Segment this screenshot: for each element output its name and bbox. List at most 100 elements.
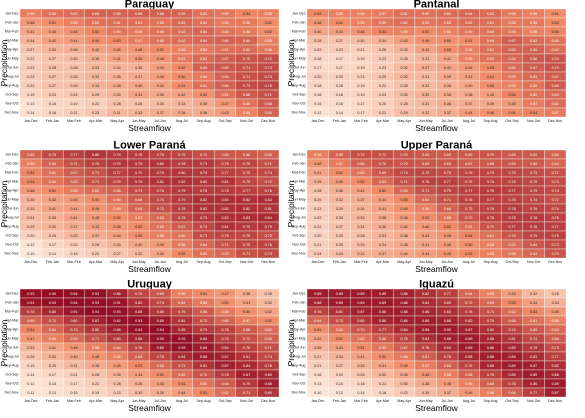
cell-value-label: 0.91 bbox=[27, 301, 34, 305]
cell-value-label: 0.48 bbox=[70, 30, 77, 34]
cell-value-label: 0.25 bbox=[357, 373, 364, 377]
cell-value-label: 0.47 bbox=[221, 102, 228, 106]
y-tick-label: Sep-Aug bbox=[292, 364, 306, 368]
cell-value-label: 0.66 bbox=[530, 48, 537, 52]
cell-value-label: 0.72 bbox=[265, 180, 272, 184]
cell-value-label: 0.58 bbox=[70, 189, 77, 193]
y-tick-label: Nov-Oct bbox=[5, 382, 18, 386]
cell-value-label: 0.45 bbox=[114, 364, 121, 368]
cell-value-label: 0.14 bbox=[357, 391, 364, 395]
cell-value-label: 0.36 bbox=[157, 391, 164, 395]
cell-value-label: 0.33 bbox=[114, 243, 121, 247]
cell-value-label: 0.18 bbox=[49, 111, 56, 115]
cell-value-label: 0.11 bbox=[27, 391, 34, 395]
y-tick-label: Jun-May bbox=[5, 57, 19, 61]
cell-value-label: 0.66 bbox=[221, 75, 228, 79]
cell-value-label: 0.13 bbox=[27, 102, 34, 106]
y-tick-label: Jan-Dec bbox=[292, 292, 306, 296]
cell-value-label: 0.40 bbox=[314, 30, 321, 34]
cell-value-label: 0.45 bbox=[70, 198, 77, 202]
cell-value-label: 0.89 bbox=[336, 292, 343, 296]
cell-value-label: 0.88 bbox=[487, 346, 494, 350]
cell-value-label: 0.21 bbox=[314, 243, 321, 247]
cell-value-label: 0.89 bbox=[465, 337, 472, 341]
cell-value-label: 0.10 bbox=[27, 252, 34, 256]
cell-value-label: 0.59 bbox=[422, 21, 429, 25]
cell-value-label: 0.60 bbox=[92, 21, 99, 25]
cell-value-label: 0.76 bbox=[157, 153, 164, 157]
y-tick-label: Jun-May bbox=[292, 337, 306, 341]
cell-value-label: 0.56 bbox=[530, 12, 537, 16]
cell-value-label: 0.75 bbox=[243, 180, 250, 184]
cell-value-label: 0.27 bbox=[49, 57, 56, 61]
cell-value-label: 0.63 bbox=[401, 189, 408, 193]
cell-value-label: 0.82 bbox=[178, 180, 185, 184]
cell-value-label: 0.80 bbox=[70, 319, 77, 323]
cell-value-label: 0.64 bbox=[465, 12, 472, 16]
cell-value-label: 0.74 bbox=[552, 207, 559, 211]
cell-value-label: 0.33 bbox=[379, 234, 386, 238]
cell-value-label: 0.63 bbox=[178, 21, 185, 25]
cell-value-label: 0.53 bbox=[314, 12, 321, 16]
cell-value-label: 0.73 bbox=[265, 252, 272, 256]
cell-value-label: 0.72 bbox=[465, 301, 472, 305]
cell-value-label: 0.41 bbox=[379, 364, 386, 368]
cell-value-label: 0.19 bbox=[357, 57, 364, 61]
cell-value-label: 0.94 bbox=[70, 301, 77, 305]
cell-value-label: 0.62 bbox=[508, 243, 515, 247]
cell-value-label: 0.51 bbox=[157, 373, 164, 377]
cell-value-label: 0.82 bbox=[465, 319, 472, 323]
cell-value-label: 0.84 bbox=[243, 364, 250, 368]
cell-value-label: 0.85 bbox=[49, 310, 56, 314]
y-tick-label: Oct-Sep bbox=[5, 93, 18, 97]
cell-value-label: 0.79 bbox=[135, 171, 142, 175]
x-tick-label: Jul-Jun bbox=[154, 119, 166, 123]
x-tick-label: May-Apr bbox=[397, 399, 411, 403]
x-tick-label: Mar-Feb bbox=[354, 119, 368, 123]
x-axis-title: Streamflow bbox=[128, 264, 171, 274]
cell-value-label: 0.45 bbox=[336, 180, 343, 184]
cell-value-label: 0.48 bbox=[444, 234, 451, 238]
cell-value-label: 0.43 bbox=[508, 292, 515, 296]
cell-value-label: 0.58 bbox=[221, 310, 228, 314]
cell-value-label: 0.56 bbox=[465, 382, 472, 386]
cell-value-label: 0.17 bbox=[49, 243, 56, 247]
x-tick-label: Aug-Jul bbox=[176, 399, 188, 403]
cell-value-label: 0.35 bbox=[135, 382, 142, 386]
y-tick-label: Dec-Nov bbox=[5, 111, 19, 115]
cell-value-label: 0.87 bbox=[92, 319, 99, 323]
cell-value-label: 0.72 bbox=[243, 337, 250, 341]
cell-value-label: 0.46 bbox=[27, 189, 34, 193]
x-tick-label: Jun-May bbox=[419, 399, 433, 403]
cell-value-label: 0.26 bbox=[379, 48, 386, 52]
y-axis-title: Precipitation bbox=[0, 180, 9, 227]
cell-value-label: 0.71 bbox=[70, 162, 77, 166]
panel-title: Iguazú bbox=[419, 279, 454, 291]
cell-value-label: 0.41 bbox=[114, 57, 121, 61]
cell-value-label: 0.93 bbox=[135, 328, 142, 332]
cell-value-label: 0.85 bbox=[178, 328, 185, 332]
cell-value-label: 0.43 bbox=[336, 346, 343, 350]
cell-value-label: 0.70 bbox=[487, 225, 494, 229]
cell-value-label: 0.73 bbox=[200, 234, 207, 238]
cell-value-label: 0.38 bbox=[379, 216, 386, 220]
y-tick-label: Nov-Oct bbox=[5, 243, 18, 247]
cell-value-label: 0.79 bbox=[530, 346, 537, 350]
cell-value-label: 0.46 bbox=[422, 225, 429, 229]
x-tick-label: Sep-Aug bbox=[483, 260, 497, 264]
cell-value-label: 0.72 bbox=[379, 153, 386, 157]
cell-value-label: 0.64 bbox=[49, 328, 56, 332]
cell-value-label: 0.77 bbox=[465, 189, 472, 193]
cell-value-label: 0.61 bbox=[487, 21, 494, 25]
cell-value-label: 0.77 bbox=[487, 198, 494, 202]
cell-value-label: 0.33 bbox=[49, 225, 56, 229]
cell-value-label: 0.36 bbox=[379, 225, 386, 229]
cell-value-label: 0.19 bbox=[92, 391, 99, 395]
cell-value-label: 0.38 bbox=[243, 292, 250, 296]
cell-value-label: 0.80 bbox=[357, 319, 364, 323]
cell-value-label: 0.68 bbox=[243, 93, 250, 97]
cell-value-label: 0.44 bbox=[178, 391, 185, 395]
cell-value-label: 0.64 bbox=[422, 198, 429, 202]
cell-value-label: 0.22 bbox=[92, 102, 99, 106]
y-tick-label: Dec-Nov bbox=[292, 111, 306, 115]
